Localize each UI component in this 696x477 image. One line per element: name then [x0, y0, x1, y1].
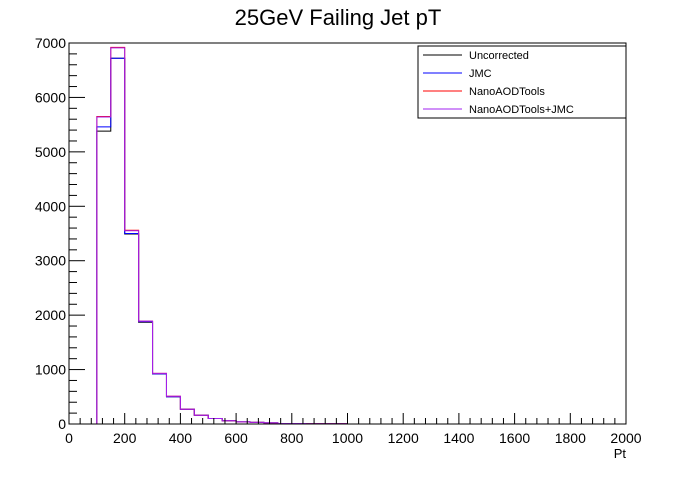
legend-label-2: NanoAODTools [469, 86, 545, 98]
y-tick-label: 1000 [35, 362, 66, 378]
legend-box [417, 45, 627, 119]
y-tick-label: 2000 [35, 307, 66, 323]
y-tick-label: 0 [58, 416, 66, 432]
legend: Uncorrected JMC NanoAODTools NanoAODTools+J… [417, 45, 627, 119]
x-axis-title: Pt [614, 446, 627, 461]
y-tick-label: 6000 [35, 89, 66, 105]
legend-label-0: Uncorrected [469, 50, 529, 62]
x-tick-label: 1200 [388, 430, 419, 446]
axis-layer: 0 200 400 600 800 1000 1200 1400 1600 1800 2000 0 10… [35, 35, 642, 446]
x-tick-label: 2000 [610, 430, 641, 446]
x-tick-label: 800 [280, 430, 304, 446]
x-tick-label: 1600 [499, 430, 530, 446]
legend-label-1: JMC [469, 68, 492, 80]
legend-label-3: NanoAODTools+JMC [469, 104, 574, 116]
x-tick-label: 600 [224, 430, 248, 446]
chart-title: 25GeV Failing Jet pT [235, 5, 442, 30]
y-tick-label: 7000 [35, 35, 66, 51]
x-tick-label: 0 [65, 430, 73, 446]
x-tick-label: 1000 [332, 430, 363, 446]
y-tick-label: 3000 [35, 253, 66, 269]
x-tick-label: 200 [113, 430, 137, 446]
x-tick-label: 1400 [443, 430, 474, 446]
x-tick-label: 1800 [555, 430, 586, 446]
y-tick-label: 5000 [35, 144, 66, 160]
y-tick-label: 4000 [35, 198, 66, 214]
x-tick-label: 400 [169, 430, 193, 446]
